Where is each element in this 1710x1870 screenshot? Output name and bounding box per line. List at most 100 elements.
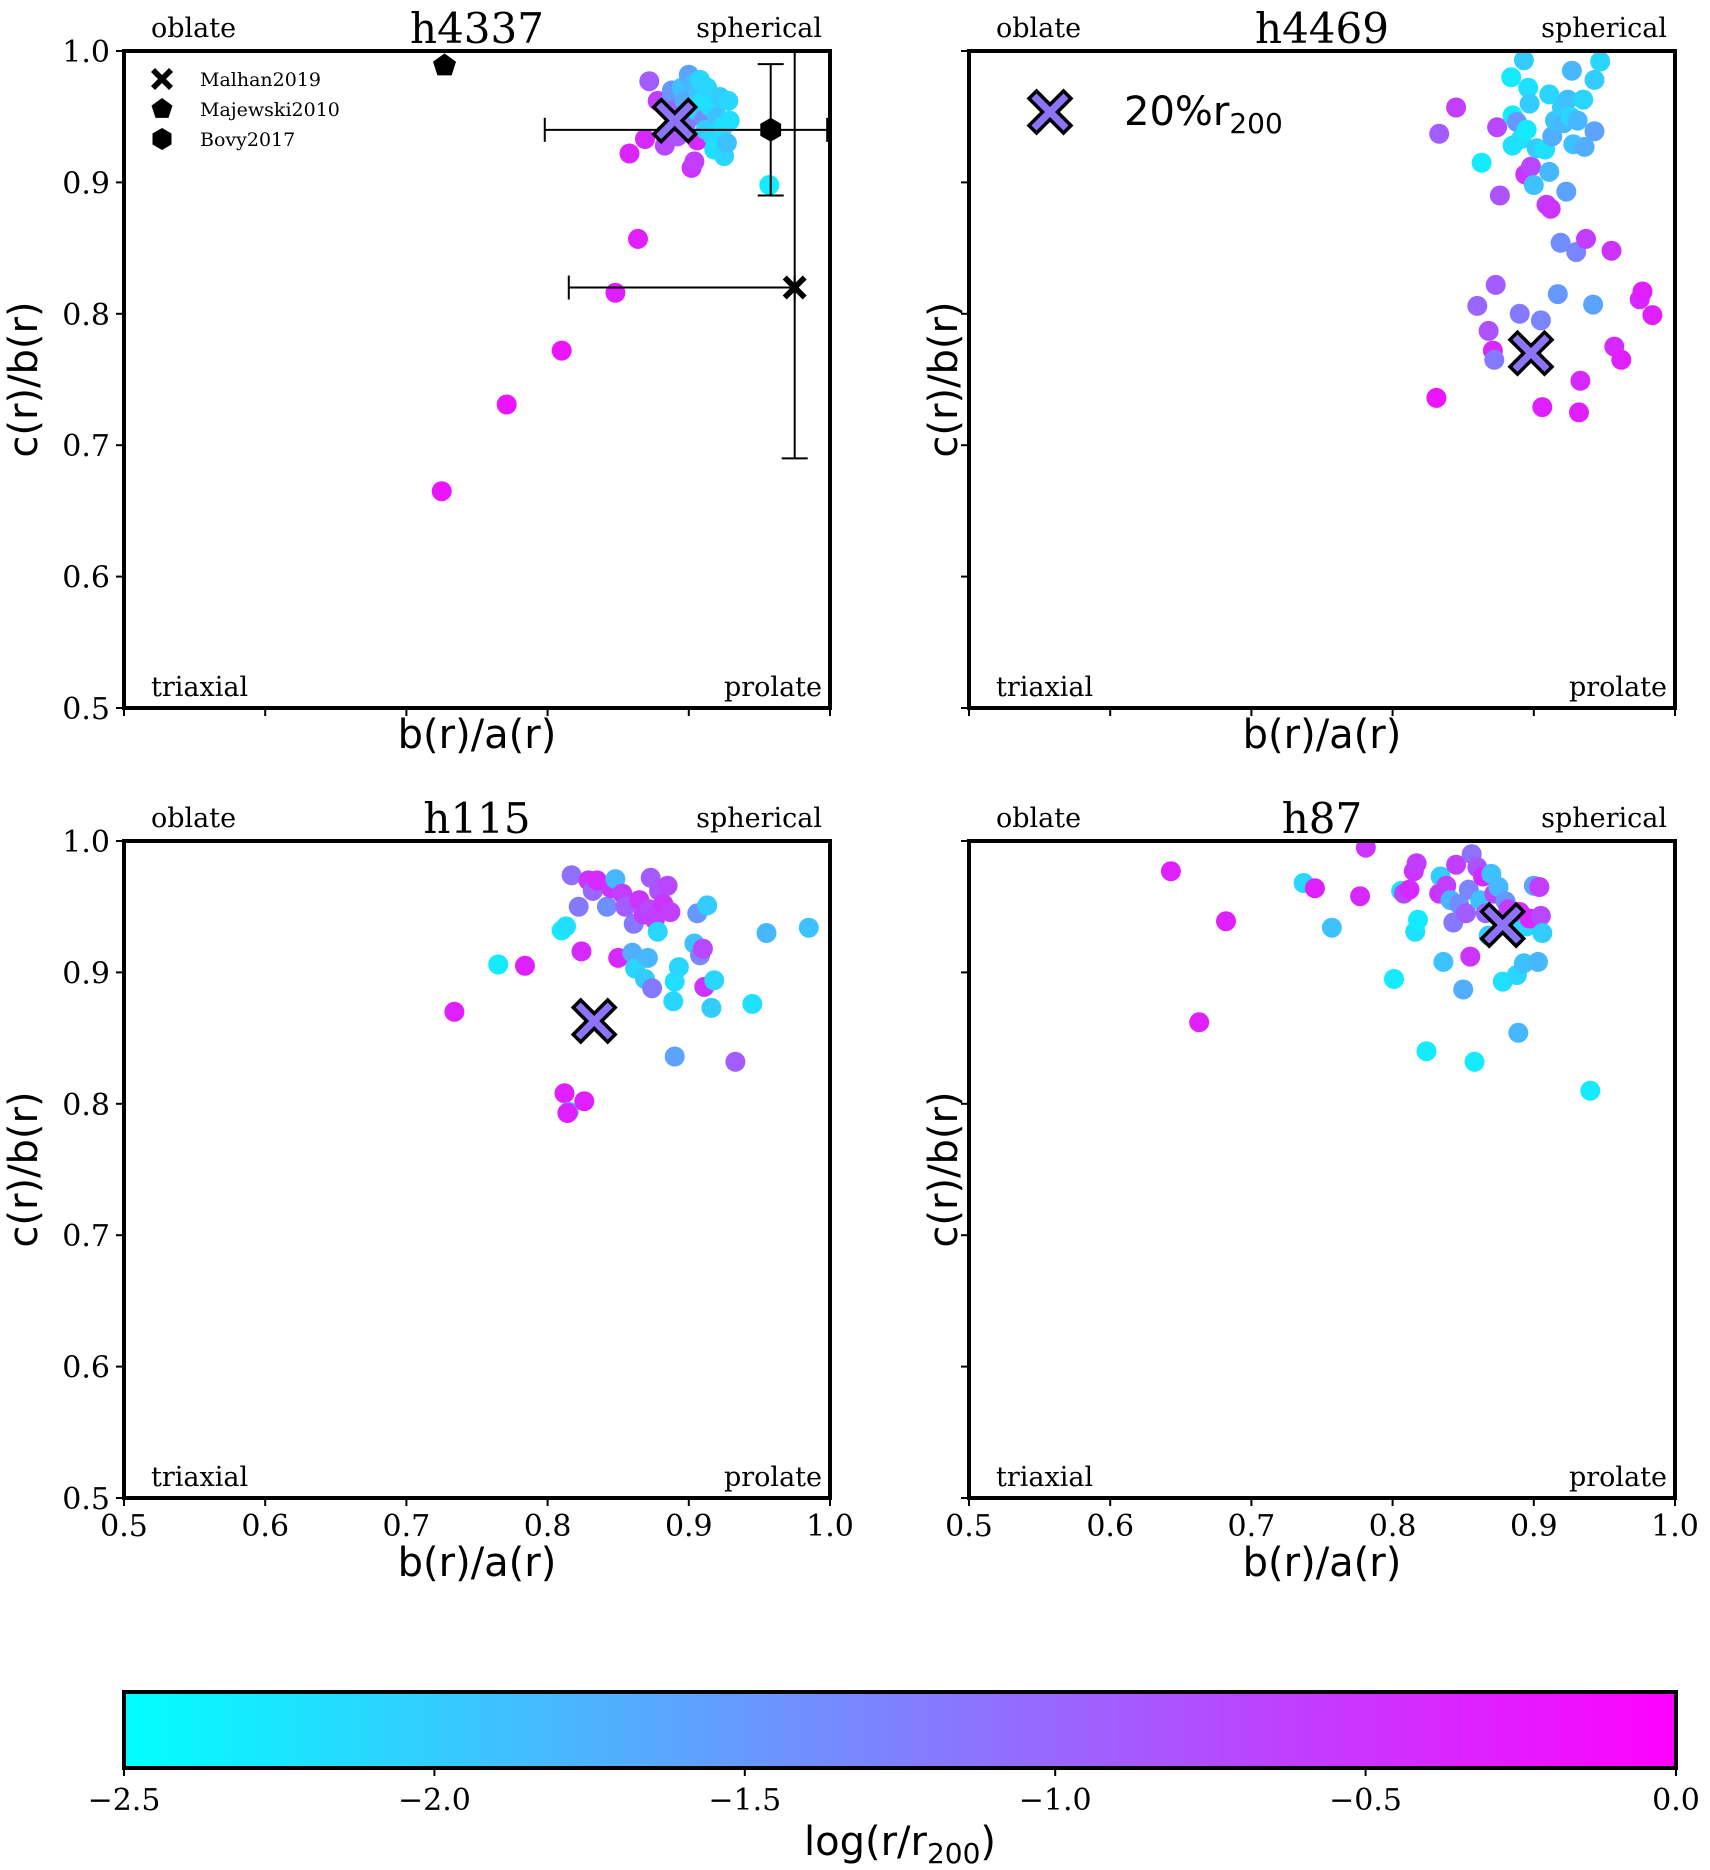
data-point <box>628 228 648 249</box>
corner-label-prolate: prolate <box>1569 672 1667 703</box>
scatter-points <box>431 64 780 502</box>
obs-malhan2019 <box>782 275 807 300</box>
scatter-points <box>444 865 819 1123</box>
data-point <box>637 947 658 968</box>
observations <box>433 51 829 460</box>
colorbar-tick-label: −0.5 <box>1329 1783 1402 1818</box>
data-point <box>657 875 678 896</box>
data-point <box>1542 126 1563 147</box>
data-point <box>1355 841 1376 858</box>
data-point <box>622 942 643 963</box>
data-point <box>1426 387 1447 408</box>
corner-label-spherical: spherical <box>1541 803 1667 834</box>
data-point <box>1160 861 1181 882</box>
pentagon-icon <box>151 98 173 118</box>
data-point <box>557 1103 578 1123</box>
y-tick-label: 0.7 <box>62 429 110 464</box>
data-point <box>692 938 713 959</box>
corner-label-prolate: prolate <box>724 1462 822 1493</box>
x-tick-label: 0.6 <box>1086 1509 1134 1544</box>
corner-label-triaxial: triaxial <box>996 672 1093 703</box>
corner-label-spherical: spherical <box>1541 13 1667 44</box>
data-point <box>1519 93 1540 114</box>
data-point <box>1484 349 1505 370</box>
corner-label-oblate: oblate <box>996 803 1081 834</box>
data-point <box>1540 198 1561 219</box>
data-point <box>642 978 663 999</box>
data-point <box>496 394 517 415</box>
data-point <box>556 916 576 937</box>
y-tick-label: 0.8 <box>62 1088 110 1123</box>
y-tick-label: 0.5 <box>62 692 110 727</box>
data-point <box>1304 878 1325 899</box>
corner-label-oblate: oblate <box>996 13 1081 44</box>
data-point <box>1453 979 1474 1000</box>
panel-h4469: oblate spherical triaxial prolate h4469 b(r)/… <box>921 4 1677 758</box>
x-tick-label: 1.0 <box>806 1509 854 1544</box>
data-point <box>515 955 535 976</box>
colorbar-tick-label: −2.0 <box>398 1783 471 1818</box>
panels: 0.5 0.6 0.7 0.8 0.9 1.0 oblate spherical triaxia… <box>1 4 1699 1586</box>
data-point <box>635 129 655 149</box>
x-icon <box>151 68 173 90</box>
data-point <box>1399 879 1420 900</box>
corner-label-oblate: oblate <box>151 803 236 834</box>
data-point <box>1487 117 1508 138</box>
data-point <box>1576 228 1596 249</box>
legend-label: Malhan2019 <box>200 69 321 91</box>
data-point <box>574 1091 595 1112</box>
data-point <box>1530 310 1551 331</box>
legend-label: Bovy2017 <box>200 129 295 151</box>
reference-marker <box>570 997 618 1045</box>
observations-legend: Malhan2019 Majewski2010 Bovy2017 <box>151 68 340 151</box>
data-point <box>571 941 592 962</box>
x-tick-label: 0.8 <box>1369 1509 1417 1544</box>
data-point <box>1550 232 1571 253</box>
y-tick-label: 0.6 <box>62 1351 110 1386</box>
data-point <box>488 954 509 975</box>
data-point <box>1529 877 1550 897</box>
y-tick-label: 0.8 <box>62 298 110 333</box>
data-point <box>647 921 668 942</box>
data-point <box>596 896 617 917</box>
data-point <box>1632 281 1653 302</box>
data-point <box>1573 89 1594 110</box>
data-point <box>1528 951 1548 972</box>
data-point <box>551 340 572 361</box>
colorbar-tick-label: −1.0 <box>1019 1783 1092 1818</box>
x-tick-label: 0.8 <box>524 1509 572 1544</box>
data-point <box>1429 123 1450 144</box>
panel-h115: 0.5 0.6 0.7 0.8 0.9 1.0 0.5 0.6 0.7 0.8 0.9 1.0 obla… <box>1 794 854 1586</box>
scatter-points <box>1426 51 1663 423</box>
data-point <box>668 957 689 978</box>
data-point <box>1556 181 1577 202</box>
colorbar-ticks: −2.5 −2.0 −1.5 −1.0 −0.5 0.0 <box>88 1768 1700 1818</box>
data-point <box>798 917 819 938</box>
reference-marker <box>1507 329 1555 377</box>
axes-frame <box>967 839 1677 1500</box>
data-point <box>1350 886 1371 907</box>
obs-bovy2017 <box>760 117 782 142</box>
corner-label-spherical: spherical <box>696 803 822 834</box>
data-point <box>1516 119 1537 140</box>
y-tick-label: 0.9 <box>62 956 110 991</box>
data-point <box>1547 284 1568 305</box>
data-point <box>1584 121 1605 142</box>
panel-title: h4469 <box>1255 4 1389 53</box>
colorbar-tick-label: −2.5 <box>88 1783 161 1818</box>
corner-label-prolate: prolate <box>724 672 822 703</box>
x-tick-label: 0.9 <box>665 1509 713 1544</box>
data-point <box>1590 51 1611 72</box>
data-point <box>1513 51 1534 71</box>
data-point <box>568 896 589 917</box>
axes-frame <box>122 839 832 1500</box>
axes-frame <box>122 49 832 710</box>
colorbar-tick-label: 0.0 <box>1652 1783 1700 1818</box>
y-axis-label: c(r)/b(r) <box>1 301 47 457</box>
x-tick-label: 0.6 <box>241 1509 289 1544</box>
data-point <box>1508 1022 1529 1043</box>
data-point <box>1216 911 1236 932</box>
data-point <box>1464 1051 1485 1072</box>
x-tick-label: 0.9 <box>1510 1509 1558 1544</box>
data-point <box>756 923 777 943</box>
